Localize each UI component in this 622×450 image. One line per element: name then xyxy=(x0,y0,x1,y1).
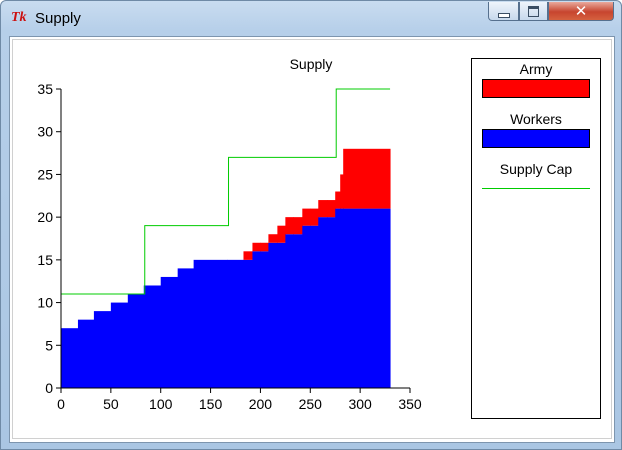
canvas-frame xyxy=(12,39,612,439)
y-tick-label: 10 xyxy=(37,295,53,311)
workers-step xyxy=(260,251,269,388)
y-tick-label: 15 xyxy=(37,252,53,268)
legend-label-workers: Workers xyxy=(510,111,562,127)
army-step xyxy=(310,208,319,226)
x-tick-label: 50 xyxy=(103,396,119,412)
close-icon: ✕ xyxy=(574,1,588,20)
workers-step xyxy=(61,328,79,388)
legend-swatch-workers xyxy=(482,129,590,148)
x-tick-label: 200 xyxy=(249,396,273,412)
legend-swatch-army xyxy=(482,79,590,98)
window-title: Supply xyxy=(35,10,81,27)
workers-step xyxy=(268,242,278,388)
army-step xyxy=(340,174,344,209)
workers-step xyxy=(343,208,391,388)
x-tick-label: 150 xyxy=(199,396,223,412)
x-tick-label: 0 xyxy=(57,396,65,412)
workers-step xyxy=(93,311,112,388)
workers-step xyxy=(252,251,261,388)
maximize-button[interactable] xyxy=(519,2,548,21)
minimize-button[interactable] xyxy=(488,2,519,21)
army-step xyxy=(343,148,391,209)
x-tick-label: 100 xyxy=(149,396,173,412)
supply-cap-line xyxy=(61,88,391,295)
workers-step xyxy=(160,276,179,388)
army-step xyxy=(243,251,253,260)
army-step xyxy=(260,242,269,252)
workers-step xyxy=(293,234,303,388)
army-step xyxy=(327,200,336,218)
x-tick-label: 250 xyxy=(299,396,323,412)
legend-line-supply-cap xyxy=(482,188,590,189)
y-tick-label: 35 xyxy=(37,81,53,97)
minimize-icon xyxy=(497,12,510,18)
workers-step xyxy=(193,259,229,388)
workers-step xyxy=(285,234,294,388)
y-tick-label: 0 xyxy=(45,380,53,396)
army-step xyxy=(318,200,328,218)
army-step xyxy=(293,217,303,235)
workers-step xyxy=(302,225,311,388)
army-step xyxy=(277,225,286,243)
army-step xyxy=(335,191,341,209)
canvas-area: Supply 0 50 100 150 200 250 300 350 0 5 10 15 20 25 30… xyxy=(9,36,615,443)
chart-title: Supply xyxy=(290,56,333,72)
x-tick-label: 350 xyxy=(398,396,422,412)
workers-step xyxy=(340,208,344,388)
legend: Army Workers Supply Cap xyxy=(471,58,601,419)
legend-label-army: Army xyxy=(519,61,553,77)
legend-label-supply-cap: Supply Cap xyxy=(499,161,573,177)
title-bar[interactable]: Tk Supply ✕ xyxy=(1,1,621,35)
army-step xyxy=(285,217,294,235)
workers-step xyxy=(227,259,244,388)
army-step xyxy=(302,208,311,226)
y-tick-label: 20 xyxy=(37,209,53,225)
workers-step xyxy=(310,225,319,388)
y-tick-label: 30 xyxy=(37,124,53,140)
workers-step xyxy=(243,259,253,388)
close-button[interactable]: ✕ xyxy=(548,2,614,21)
army-step xyxy=(268,234,278,243)
workers-step xyxy=(77,319,95,388)
workers-step xyxy=(327,217,336,388)
x-tick-label: 300 xyxy=(348,396,372,412)
workers-step xyxy=(143,285,162,388)
workers-step xyxy=(318,217,328,388)
y-tick-label: 5 xyxy=(45,337,53,353)
workers-step xyxy=(177,268,195,388)
supply-chart: Supply 0 50 100 150 200 250 300 350 0 5 10 15 20 25 30… xyxy=(37,56,422,412)
workers-step xyxy=(335,208,341,388)
tk-feather-icon: Tk xyxy=(11,10,27,25)
workers-step xyxy=(110,302,129,388)
workers-step xyxy=(277,242,286,388)
y-tick-label: 25 xyxy=(37,166,53,182)
workers-step xyxy=(127,294,145,388)
army-step xyxy=(252,242,261,252)
maximize-icon xyxy=(528,5,539,17)
